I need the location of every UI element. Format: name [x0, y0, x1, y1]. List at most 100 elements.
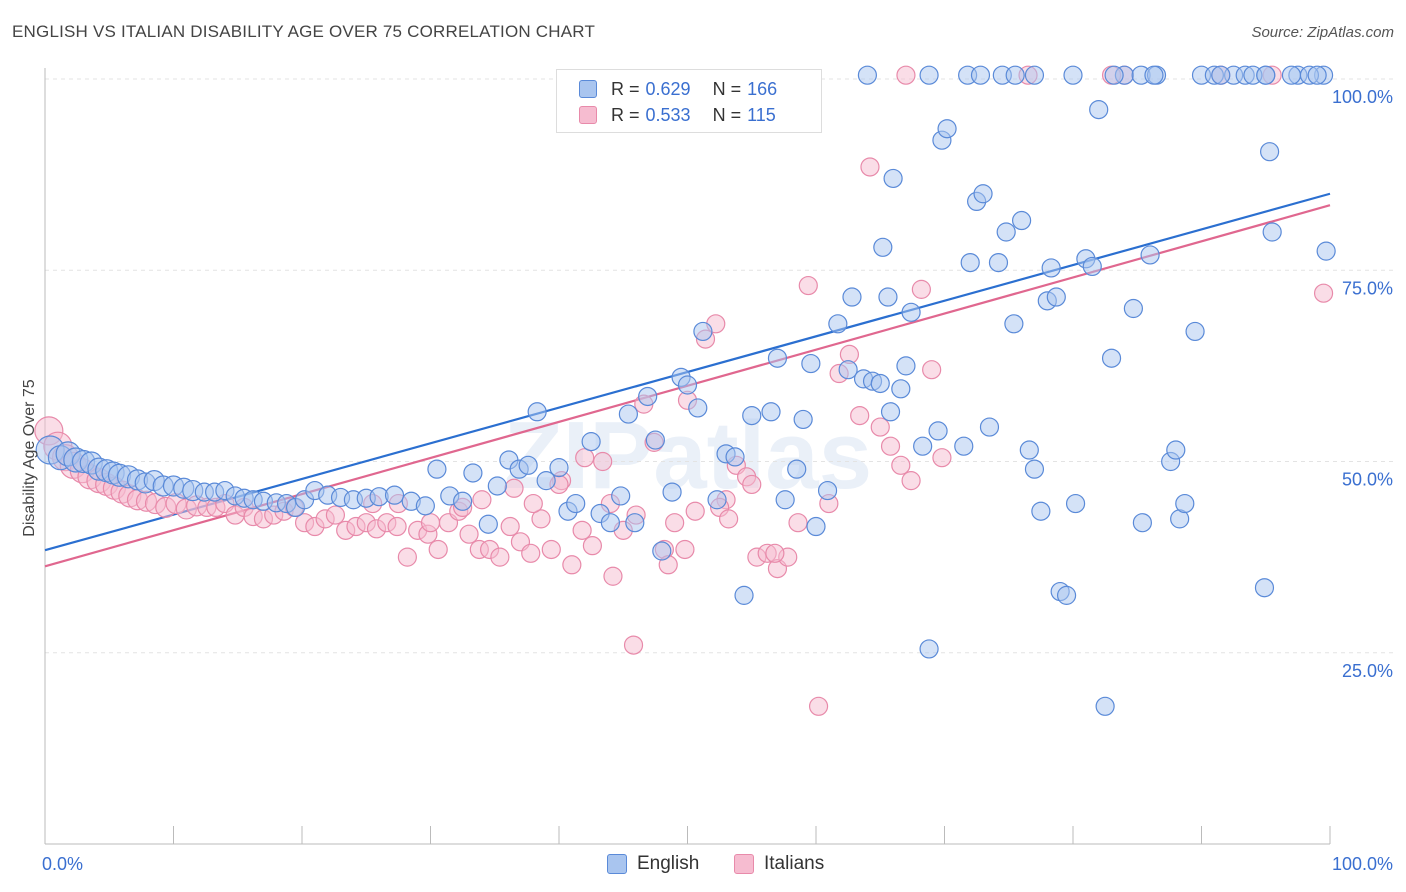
english-point	[1041, 258, 1061, 278]
english-point	[1082, 256, 1102, 277]
english-point	[677, 375, 698, 395]
italians-point	[685, 501, 705, 521]
english-point	[1104, 65, 1124, 85]
english-point	[1063, 65, 1083, 85]
english-point	[960, 253, 980, 273]
english-point	[1031, 501, 1051, 521]
english-point	[463, 463, 483, 483]
english-point	[1281, 65, 1302, 85]
english-point	[901, 302, 921, 322]
y-tick-label: 100.0%	[1332, 87, 1393, 107]
english-point	[600, 513, 621, 533]
italians-point	[719, 509, 739, 529]
english-r-label: R =	[611, 78, 640, 99]
english-point	[896, 356, 916, 376]
english-point	[1123, 298, 1143, 319]
italians-point	[623, 635, 644, 655]
english-point	[549, 458, 569, 478]
english-point	[919, 65, 939, 85]
bottom-legend-italians: Italians	[734, 852, 824, 876]
english-point	[1262, 222, 1282, 242]
english-point	[1024, 65, 1045, 85]
english-point	[873, 237, 893, 257]
english-point	[1316, 241, 1336, 261]
english-legend-swatch	[607, 854, 627, 874]
english-point	[742, 406, 762, 426]
english-point	[1046, 287, 1066, 307]
english-point	[1095, 696, 1115, 716]
english-point	[527, 402, 547, 422]
english-point	[1307, 65, 1327, 85]
italians-point	[1313, 283, 1334, 303]
italians-point	[397, 547, 417, 567]
y-tick-label: 25.0%	[1342, 661, 1393, 681]
italians-point	[572, 520, 592, 540]
english-point	[662, 482, 682, 502]
correlation-legend: R = 0.629 N = 166 R = 0.533 N = 115	[556, 69, 822, 133]
english-point	[1254, 578, 1275, 598]
english-point	[725, 447, 745, 467]
english-point	[1004, 314, 1024, 334]
english-point	[1101, 348, 1122, 368]
english-r-value: 0.629	[645, 78, 691, 99]
tick-labels: 25.0% 50.0% 75.0% 100.0% 0.0% 100.0%	[42, 87, 1393, 874]
italians-point	[472, 490, 492, 510]
italians-point	[420, 513, 441, 533]
italians-point	[891, 455, 911, 475]
english-point	[688, 398, 708, 418]
english-point	[801, 353, 821, 374]
english-point	[478, 514, 498, 534]
italians-point	[932, 448, 952, 468]
italians-point	[575, 448, 595, 468]
italians-swatch	[579, 106, 597, 124]
english-point	[384, 485, 405, 505]
english-point	[625, 513, 645, 533]
english-point	[793, 409, 813, 430]
italians-point	[850, 406, 870, 426]
y-tick-label: 50.0%	[1342, 470, 1393, 490]
english-point	[988, 253, 1009, 273]
italians-point	[582, 536, 603, 556]
italians-point	[675, 539, 695, 560]
english-point	[453, 491, 473, 511]
italians-point	[428, 539, 448, 560]
italians-point	[500, 516, 520, 537]
y-tick-label: 75.0%	[1342, 278, 1393, 298]
english-point	[415, 496, 435, 516]
english-point	[842, 287, 862, 307]
english-point	[870, 373, 890, 394]
english-point	[618, 404, 638, 424]
english-point	[1089, 99, 1109, 120]
english-point	[806, 516, 826, 537]
english-point	[1011, 210, 1032, 231]
english-point	[954, 436, 974, 456]
english-point	[652, 541, 672, 561]
italians-n-value: 115	[747, 104, 776, 125]
italians-point	[521, 543, 541, 563]
italians-legend-swatch	[734, 854, 754, 874]
italians-point	[603, 566, 623, 586]
english-point	[707, 490, 727, 510]
english-point	[913, 436, 933, 456]
english-point	[919, 639, 939, 659]
english-point	[1024, 459, 1045, 479]
italians-point	[665, 513, 685, 533]
english-point	[838, 360, 858, 380]
english-point	[518, 455, 538, 475]
english-point	[581, 432, 601, 452]
english-point	[1132, 513, 1152, 533]
italians-r-value: 0.533	[645, 104, 691, 125]
english-point	[611, 486, 631, 506]
italians-n-label: N =	[712, 104, 742, 125]
italians-points	[34, 65, 1334, 716]
italians-point	[541, 539, 561, 560]
english-point	[880, 402, 901, 422]
english-point	[973, 184, 993, 204]
english-swatch	[579, 80, 597, 98]
italians-point	[387, 516, 407, 537]
english-point	[857, 65, 878, 85]
english-points	[35, 65, 1336, 716]
italians-point	[490, 547, 510, 567]
grid-lines	[45, 78, 1395, 654]
